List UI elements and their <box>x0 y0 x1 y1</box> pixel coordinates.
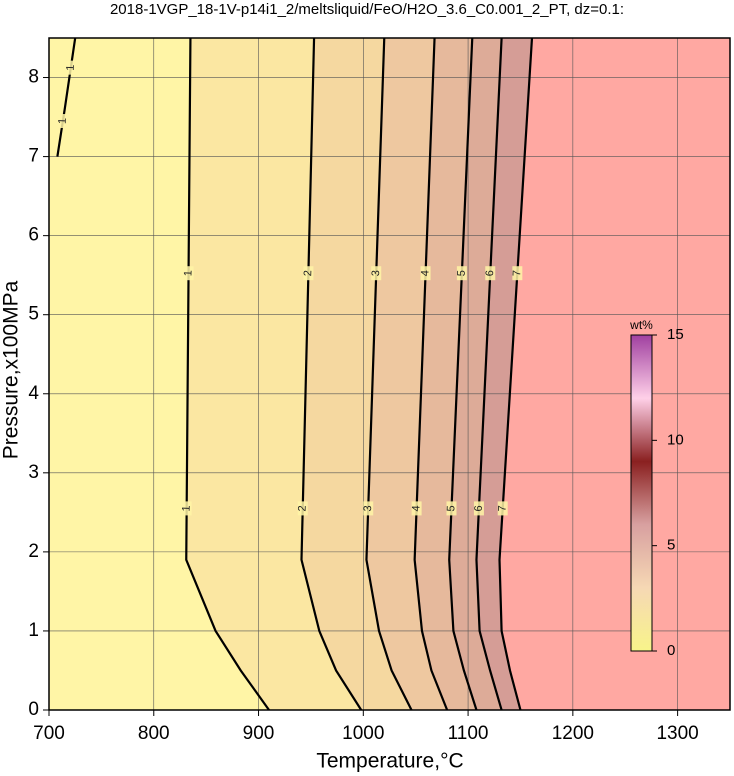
contour-label-bg <box>420 266 431 281</box>
contour-label-bg <box>497 501 508 516</box>
contour-label: 1 <box>180 505 192 512</box>
y-tick-label: 5 <box>28 304 39 325</box>
x-tick-label: 1200 <box>552 723 594 744</box>
band <box>499 38 730 710</box>
y-tick-label: 0 <box>28 699 39 720</box>
colorbar-tick-label: 10 <box>667 431 684 448</box>
contour-label-bg <box>363 501 374 516</box>
chart-title: 2018-1VGP_18-1V-p14i1_2/meltsliquid/FeO/… <box>110 1 624 18</box>
colorbar-scale <box>630 334 653 652</box>
contour-label-bg <box>181 501 192 516</box>
contour-label: 7 <box>497 505 509 512</box>
y-tick-label: 2 <box>28 541 39 562</box>
x-tick-label: 900 <box>243 723 275 744</box>
x-tick-label: 700 <box>33 723 65 744</box>
contour-label-bg <box>371 266 382 281</box>
contour-lines: 1 1 2 2 3 3 4 4 5 5 6 6 7 7 1 1 <box>56 38 534 710</box>
y-tick-label: 1 <box>28 620 39 641</box>
contour-line <box>185 38 270 710</box>
colorbar: wt% 0 5 10 15 <box>629 318 684 659</box>
contour-label: 5 <box>445 505 457 512</box>
x-tick-label: 1100 <box>448 723 489 744</box>
contour-label-bg <box>183 266 194 281</box>
colorbar-tick-label: 15 <box>667 326 684 343</box>
contour-label: 2 <box>302 270 314 277</box>
contour-label: 3 <box>370 270 382 277</box>
colorbar-tick-label: 5 <box>667 537 675 554</box>
y-axis-label: Pressure,x100MPa <box>0 280 23 459</box>
x-tick-label: 800 <box>138 723 170 744</box>
x-tick-label: 1300 <box>656 723 698 744</box>
contour-label-bg <box>446 501 457 516</box>
y-tick-label: 4 <box>28 383 39 404</box>
contour-label-bg <box>297 501 308 516</box>
contour-label: 1 <box>65 64 77 71</box>
contour-label-bg <box>485 266 496 281</box>
colorbar-tick-label: 0 <box>667 642 675 659</box>
y-tick-label: 3 <box>28 462 39 483</box>
contour-label: 2 <box>297 505 309 512</box>
contour-label: 4 <box>410 505 422 512</box>
contour-label: 4 <box>419 270 431 277</box>
contour-label-bg <box>57 114 68 129</box>
contour-label-bg <box>411 501 422 516</box>
filled-bands <box>49 38 730 710</box>
y-tick-label: 8 <box>28 67 39 88</box>
contour-label: 6 <box>473 505 485 512</box>
contour-label: 1 <box>182 270 194 277</box>
contour-line <box>300 38 363 710</box>
contour-label-bg <box>65 60 76 75</box>
x-tick-label: 1000 <box>342 723 384 744</box>
x-axis-label: Temperature,°C <box>316 750 463 773</box>
contour-line <box>413 38 449 710</box>
contour-line <box>475 38 503 710</box>
plot-frame <box>48 37 731 711</box>
contour-label: 7 <box>511 270 523 277</box>
contour-line <box>365 38 413 710</box>
contour-label: 6 <box>484 270 496 277</box>
contour-line <box>498 38 534 710</box>
contour-label-bg <box>303 266 314 281</box>
contour-label: 3 <box>362 505 374 512</box>
contour-label-bg <box>473 501 484 516</box>
contour-label-bg <box>456 266 467 281</box>
contour-line <box>448 38 478 710</box>
contour-label-bg <box>512 266 523 281</box>
y-tick-label: 7 <box>28 146 39 167</box>
contour-label: 1 <box>57 118 69 125</box>
y-tick-label: 6 <box>28 225 39 246</box>
contour-label: 5 <box>456 270 468 277</box>
colorbar-label: wt% <box>629 318 653 332</box>
